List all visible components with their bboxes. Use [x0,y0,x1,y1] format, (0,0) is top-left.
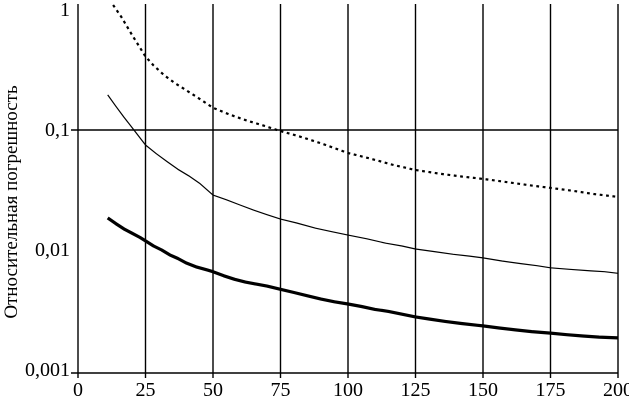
x-tick-label: 75 [271,379,291,401]
x-tick-label: 175 [536,379,566,401]
x-tick-label: 50 [203,379,223,401]
series-upper-dotted-curve [112,4,619,198]
series-lower-thick-curve [106,216,619,340]
series-middle-thin-curve [107,94,619,274]
x-tick-label: 25 [136,379,156,401]
y-tick-label: 0,1 [45,119,70,141]
x-tick-label: 100 [333,379,363,401]
y-tick-label: 0,001 [25,359,70,381]
axis-tick-labels: 0 25 50 75 100 125 150 175 200 1 0,1 0,01 0,001 [25,0,629,401]
x-tick-label: 200 [603,379,629,401]
series-curves [106,4,619,340]
x-tick-label: 0 [73,379,83,401]
y-axis-title: Относительная погрешность [1,85,22,319]
gridlines [71,4,619,378]
x-tick-label: 125 [401,379,431,401]
y-tick-label: 1 [60,0,70,21]
x-tick-label: 150 [468,379,498,401]
y-tick-label: 0,01 [35,239,70,261]
